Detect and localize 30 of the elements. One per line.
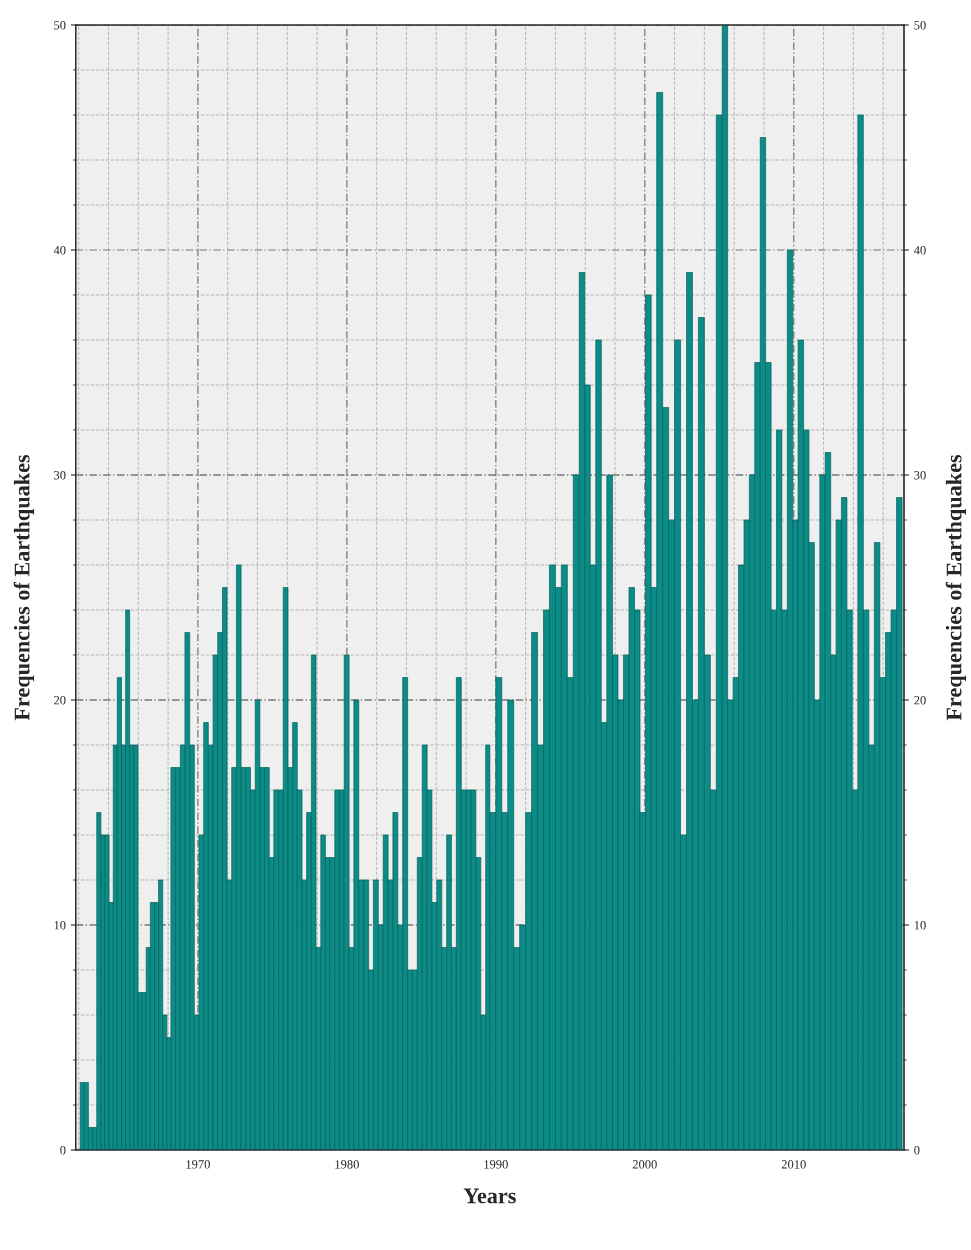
bar xyxy=(104,834,110,1150)
bar xyxy=(125,609,131,1150)
x-tick-label: 1990 xyxy=(484,1160,508,1169)
y2-tick-label: 0 xyxy=(914,1146,920,1155)
x-tick-label: 2000 xyxy=(632,1160,657,1169)
bar xyxy=(343,654,350,1150)
y2-axis-title: Frequencies of Earthquakes xyxy=(945,454,967,721)
y2-tick-label: 10 xyxy=(914,921,926,930)
bar xyxy=(184,632,191,1150)
bar xyxy=(470,789,477,1150)
y2-tick-label: 50 xyxy=(914,21,926,30)
y-tick-label: 0 xyxy=(60,1146,66,1155)
bar xyxy=(273,789,279,1150)
y2-tick-label: 30 xyxy=(914,471,926,480)
x-tick-label: 1980 xyxy=(335,1160,359,1169)
y-axis-title: Frequencies of Earthquakes xyxy=(13,454,35,721)
y2-tick-label: 20 xyxy=(914,696,926,705)
y-tick-label: 50 xyxy=(54,21,66,30)
y-tick-label: 10 xyxy=(54,921,66,930)
x-tick-label: 1970 xyxy=(186,1160,210,1169)
y-tick-label: 30 xyxy=(54,471,66,480)
bar xyxy=(133,744,139,1150)
bar xyxy=(170,767,176,1150)
x-tick-label: 2010 xyxy=(781,1160,806,1169)
bar xyxy=(158,879,164,1150)
y-tick-label: 20 xyxy=(54,696,66,705)
bar xyxy=(84,1082,89,1150)
y2-tick-label: 40 xyxy=(913,246,926,255)
x-axis-title: Years xyxy=(463,1188,516,1204)
y-tick-label: 40 xyxy=(53,246,66,255)
